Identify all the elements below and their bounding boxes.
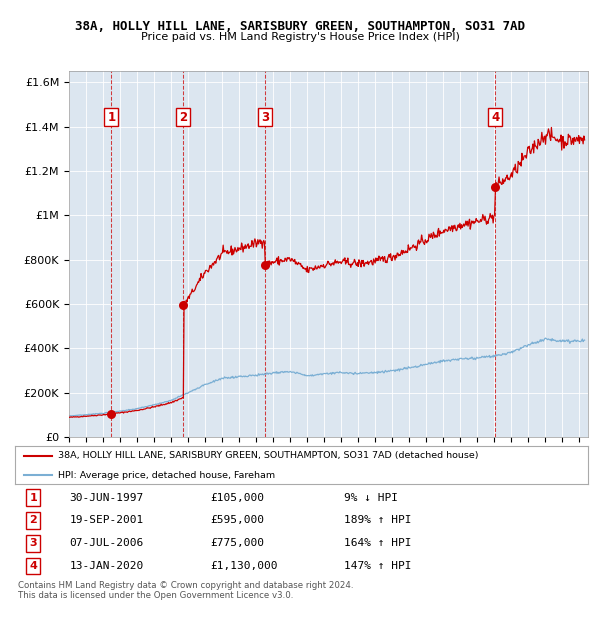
Text: £1,130,000: £1,130,000	[210, 561, 277, 572]
Text: £595,000: £595,000	[210, 515, 264, 526]
Text: 4: 4	[491, 110, 499, 123]
Text: Price paid vs. HM Land Registry's House Price Index (HPI): Price paid vs. HM Land Registry's House …	[140, 32, 460, 42]
Text: 30-JUN-1997: 30-JUN-1997	[70, 492, 143, 503]
Text: 3: 3	[29, 538, 37, 549]
Text: 9% ↓ HPI: 9% ↓ HPI	[344, 492, 398, 503]
Text: 1: 1	[29, 492, 37, 503]
Text: 38A, HOLLY HILL LANE, SARISBURY GREEN, SOUTHAMPTON, SO31 7AD: 38A, HOLLY HILL LANE, SARISBURY GREEN, S…	[75, 20, 525, 33]
Text: Contains HM Land Registry data © Crown copyright and database right 2024.
This d: Contains HM Land Registry data © Crown c…	[18, 581, 353, 600]
Text: 13-JAN-2020: 13-JAN-2020	[70, 561, 143, 572]
Text: 07-JUL-2006: 07-JUL-2006	[70, 538, 143, 549]
Text: 1: 1	[107, 110, 115, 123]
Text: £775,000: £775,000	[210, 538, 264, 549]
Text: 3: 3	[261, 110, 269, 123]
Text: 164% ↑ HPI: 164% ↑ HPI	[344, 538, 412, 549]
Text: 2: 2	[29, 515, 37, 526]
Text: 4: 4	[29, 561, 37, 572]
Text: 147% ↑ HPI: 147% ↑ HPI	[344, 561, 412, 572]
Text: £105,000: £105,000	[210, 492, 264, 503]
Text: 2: 2	[179, 110, 187, 123]
Text: HPI: Average price, detached house, Fareham: HPI: Average price, detached house, Fare…	[58, 471, 275, 480]
Text: 38A, HOLLY HILL LANE, SARISBURY GREEN, SOUTHAMPTON, SO31 7AD (detached house): 38A, HOLLY HILL LANE, SARISBURY GREEN, S…	[58, 451, 478, 460]
Text: 189% ↑ HPI: 189% ↑ HPI	[344, 515, 412, 526]
Text: 19-SEP-2001: 19-SEP-2001	[70, 515, 143, 526]
